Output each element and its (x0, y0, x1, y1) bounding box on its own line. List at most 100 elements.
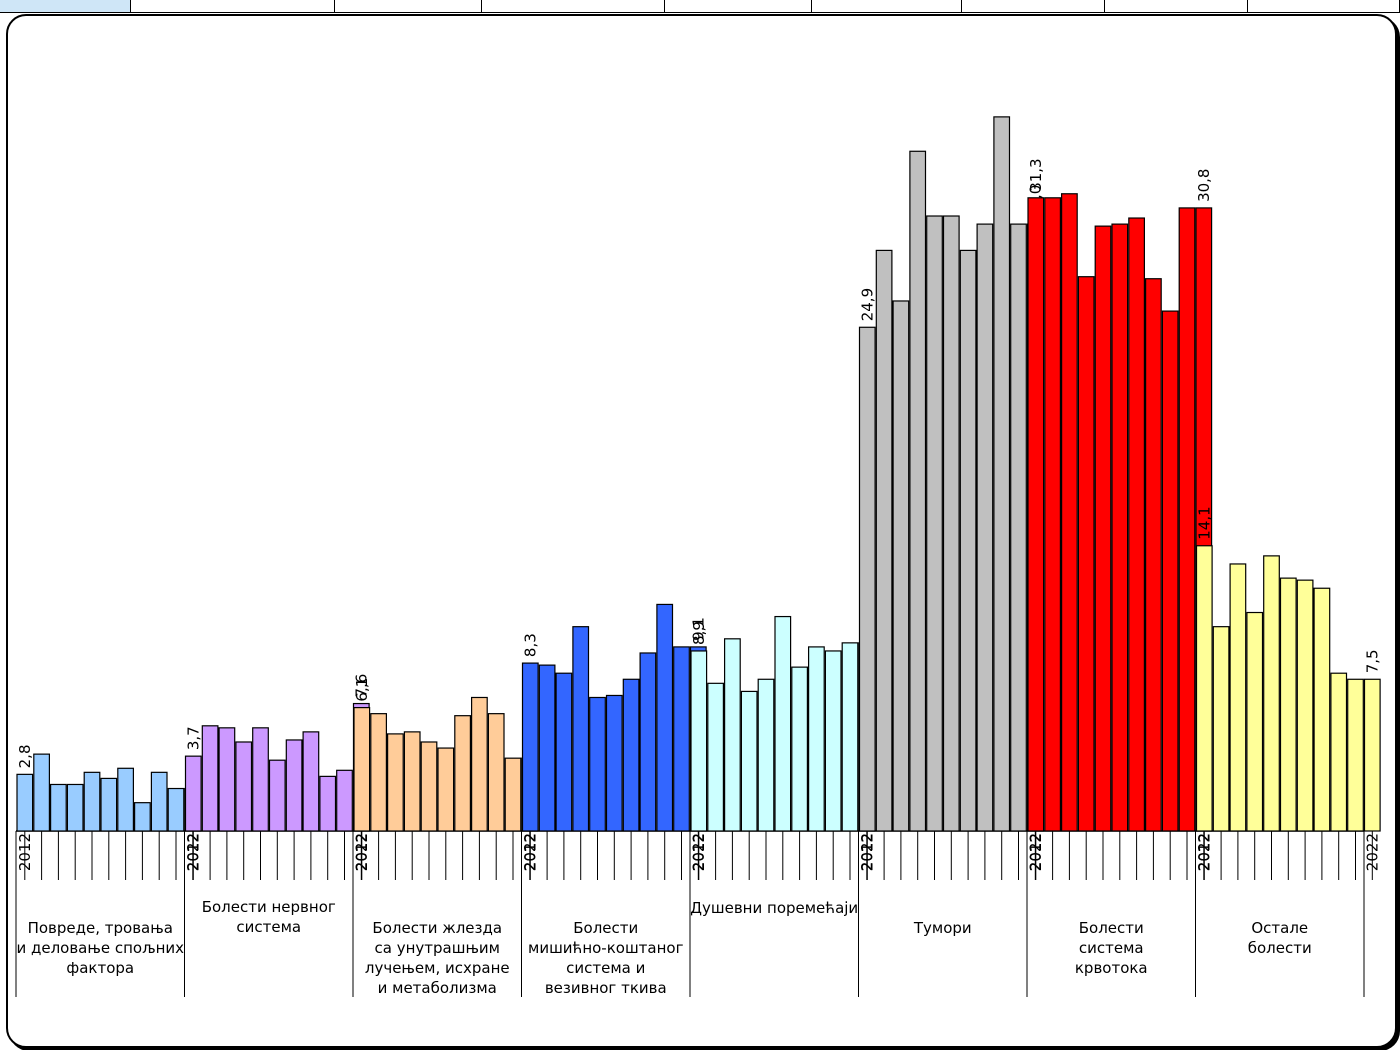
bar (622, 678, 640, 832)
category-label-line: крвотока (1074, 959, 1148, 977)
bar (1111, 223, 1129, 832)
bar (1296, 579, 1314, 832)
bar (336, 769, 353, 832)
category-label-line: система (1078, 939, 1144, 957)
bar (757, 678, 775, 832)
bar (471, 696, 488, 832)
bar (1363, 678, 1381, 832)
bar (302, 731, 320, 832)
tick-label: 2012 (690, 833, 708, 871)
data-label: 7,5 (1363, 649, 1381, 673)
category-label-line: Болести (1078, 919, 1144, 937)
bar (218, 727, 236, 832)
data-label: 9,1 (689, 617, 707, 641)
data-label: 24,9 (858, 288, 876, 321)
bar (117, 767, 135, 832)
category-label-line: Болести (573, 919, 639, 937)
category-label: Повреде, тровања и деловање спољних фактор… (16, 918, 185, 978)
bar (875, 249, 893, 832)
top-strip-cell (665, 0, 812, 12)
data-label: 14,1 (1195, 506, 1213, 539)
bar (235, 741, 253, 832)
category-label-line: Тумори (913, 919, 972, 937)
bar (690, 650, 708, 832)
category-label: Остале болести (1196, 918, 1365, 958)
bar (49, 783, 67, 832)
bar (942, 215, 960, 832)
bar (420, 741, 438, 832)
category-label-line: лучењем, исхране (364, 959, 510, 977)
bar (555, 672, 573, 832)
bar (774, 615, 792, 832)
bar (1060, 193, 1078, 832)
bar (1178, 207, 1196, 832)
bar (841, 642, 859, 832)
bar (16, 773, 34, 832)
bar (740, 690, 758, 832)
bar (639, 652, 657, 832)
bar (1246, 611, 1264, 832)
bar (959, 249, 977, 832)
bar (1144, 278, 1162, 832)
tick-label: 2012 (184, 833, 202, 871)
bar (403, 731, 421, 832)
bar (521, 662, 539, 832)
bar (673, 646, 690, 832)
bar (909, 150, 927, 832)
category-label: Болести система крвотока (1027, 918, 1196, 978)
bar (504, 757, 522, 832)
top-strip-cell (1105, 0, 1248, 12)
tick-label: 2022 (1363, 833, 1381, 871)
category-label-line: Болести жлезда (372, 919, 503, 937)
bar (824, 650, 842, 832)
bar (1263, 555, 1280, 832)
tick-label: 2012 (858, 833, 876, 871)
category-label-line: болести (1247, 939, 1312, 957)
bar (656, 603, 674, 832)
category-label-line: Повреде, тровања (27, 919, 173, 937)
bar (892, 300, 910, 832)
bar (1044, 197, 1062, 832)
tick-label: 2012 (1027, 833, 1045, 871)
tick-label: 2012 (16, 833, 34, 871)
bar (707, 682, 724, 832)
bar (437, 747, 455, 832)
top-strip-cell (1248, 0, 1400, 12)
bar (538, 664, 556, 832)
bar (1279, 577, 1297, 832)
tick-label: 2012 (1195, 833, 1213, 871)
category-label-line: и деловање спољних (16, 939, 185, 957)
top-strip (0, 0, 1400, 13)
top-strip-cell (962, 0, 1105, 12)
data-label: 8,3 (521, 633, 539, 657)
tick-label: 2012 (353, 833, 371, 871)
bar (454, 715, 471, 832)
bar (252, 727, 269, 832)
top-strip-cell (0, 0, 131, 12)
bar (487, 713, 505, 832)
bar (100, 777, 118, 832)
bar (1161, 310, 1179, 832)
bar (1128, 217, 1146, 832)
category-label-line: система и (566, 959, 646, 977)
bar (1313, 587, 1331, 832)
data-label: 30,8 (1195, 169, 1213, 202)
bar (1347, 678, 1364, 832)
bar (1094, 225, 1112, 832)
bar (858, 326, 876, 832)
data-label: 7,6 (352, 674, 370, 698)
category-label-line: са унутрашњим (374, 939, 501, 957)
bar (133, 802, 151, 832)
bar (807, 646, 825, 832)
bar (370, 713, 387, 832)
bar (723, 638, 741, 832)
bar (33, 753, 50, 832)
bar-chart: 2,82,1201220223,77,6201220226,13,6201220… (15, 116, 1381, 997)
category-label-line: Остале (1251, 919, 1309, 937)
bar (1195, 545, 1213, 832)
bar (605, 694, 623, 832)
bar (150, 771, 168, 832)
data-label: 31,3 (1027, 158, 1045, 191)
bar (572, 626, 590, 832)
category-label-line: везивног ткива (544, 979, 667, 997)
